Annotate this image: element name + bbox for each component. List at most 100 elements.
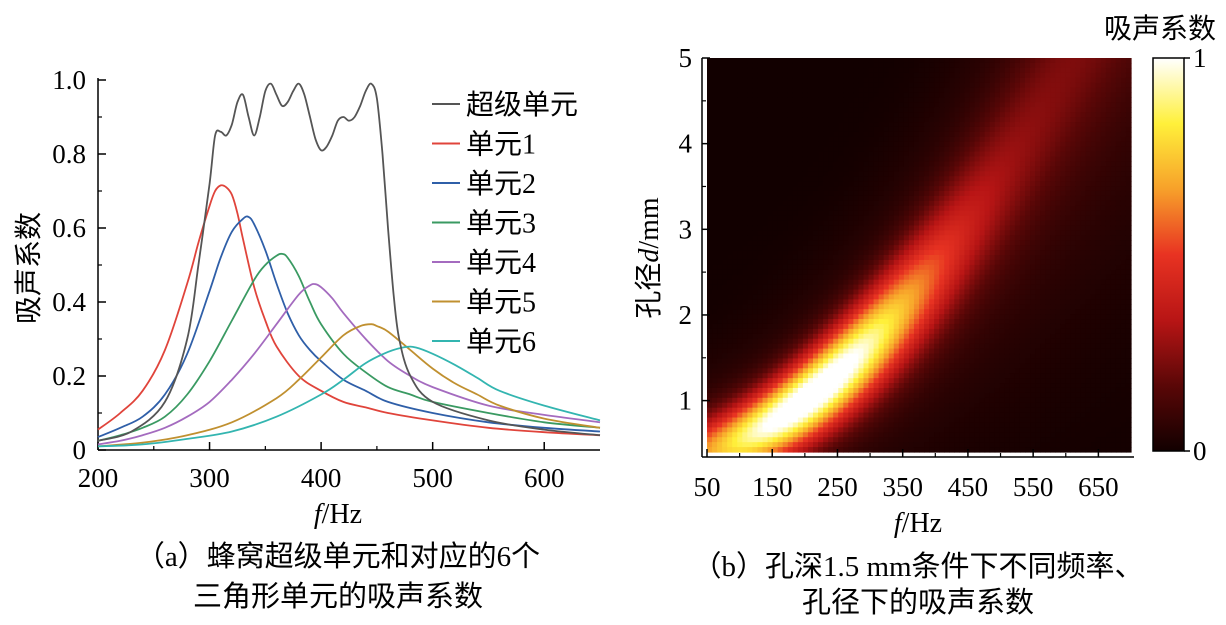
heatmap-cell [898,92,905,98]
heatmap-cell [989,255,996,261]
heatmap-cell [767,363,774,369]
heatmap-cell [858,304,865,310]
heatmap-cell [858,284,865,291]
heatmap-cell [944,210,950,217]
heatmap-cell [878,407,885,414]
heatmap-cell [878,225,885,231]
heatmap-cell [828,328,834,335]
heatmap-cell [762,422,769,428]
heatmap-cell [772,407,779,414]
heatmap-cell [767,151,774,158]
heatmap-cell [964,205,971,212]
heatmap-cell [732,131,738,138]
heatmap-cell [883,353,890,360]
heatmap-cell [772,343,779,350]
heatmap-cell [989,141,996,148]
heatmap-cell [737,407,743,414]
heatmap-cell [863,284,870,291]
heatmap-cell [903,250,910,256]
heatmap-cell [873,259,880,266]
heatmap-cell [954,412,960,419]
heatmap-cell [757,432,764,438]
heatmap-cell [787,279,794,286]
heatmap-cell [969,210,976,217]
heatmap-cell [732,328,738,335]
heatmap-cell [772,141,779,148]
heatmap-cell [989,264,996,271]
heatmap-cell [964,402,971,409]
heatmap-cell [767,102,774,108]
heatmap-cell [807,190,814,197]
heatmap-cell [727,176,733,182]
heatmap-cell [762,220,769,227]
heatmap-cell [712,190,718,197]
heatmap-cell [732,220,738,227]
heatmap-cell [828,112,834,118]
heatmap-cell [929,87,935,94]
heatmap-cell [893,58,900,64]
heatmap-cell [924,58,930,64]
heatmap-cell [818,328,824,335]
heatmap-cell [913,343,920,350]
heatmap-cell [934,309,940,315]
heatmap-cell [777,407,784,414]
heatmap-cell [984,314,991,320]
heatmap-cell [843,304,849,310]
heatmap-cell [964,387,971,394]
heatmap-cell [999,284,1006,291]
heatmap-cell [772,432,779,438]
heatmap-cell [767,259,774,266]
heatmap-cell [707,284,713,291]
heatmap-cell [873,368,880,374]
heatmap-cell [853,363,860,369]
heatmap-cell [1009,141,1016,148]
heatmap-cell [858,274,865,281]
heatmap-cell [848,200,854,207]
heatmap-cell [974,314,981,320]
heatmap-cell [994,225,1001,231]
heatmap-cell [828,284,834,291]
heatmap-cell [929,373,935,379]
heatmap-cell [984,338,991,345]
heatmap-cell [752,328,759,335]
heatmap-cell [868,319,875,325]
heatmap-cell [979,166,986,172]
heatmap-cell [898,314,905,320]
heatmap-cell [893,82,900,89]
heatmap-cell [863,176,870,182]
a-series-lines [97,82,601,448]
heatmap-cell [807,294,814,300]
heatmap-cell [979,299,986,305]
heatmap-cell [853,122,860,128]
heatmap-cell [919,447,925,453]
heatmap-cell [888,368,895,374]
heatmap-cell [999,319,1006,325]
heatmap-cell [813,279,819,286]
heatmap-cell [873,309,880,315]
heatmap-cell [873,240,880,246]
heatmap-cell [908,156,915,163]
heatmap-cell [919,348,925,355]
heatmap-cell [747,378,754,384]
heatmap-cell [913,289,920,295]
heatmap-cell [979,230,986,236]
heatmap-cell [732,437,738,443]
heatmap-cell [944,136,950,143]
heatmap-cell [934,117,940,123]
heatmap-cell [838,422,844,428]
heatmap-cell [873,373,880,379]
heatmap-cell [858,230,865,236]
heatmap-cell [929,136,935,143]
heatmap-cell [878,245,885,251]
heatmap-cell [1004,67,1011,74]
heatmap-cell [1014,225,1021,231]
heatmap-cell [969,269,976,276]
heatmap-cell [929,259,935,266]
heatmap-cell [944,348,950,355]
heatmap-cell [939,378,945,384]
heatmap-cell [762,186,769,192]
heatmap-cell [787,363,794,369]
heatmap-cell [969,387,976,394]
heatmap-cell [752,220,759,227]
heatmap-cell [833,304,839,310]
